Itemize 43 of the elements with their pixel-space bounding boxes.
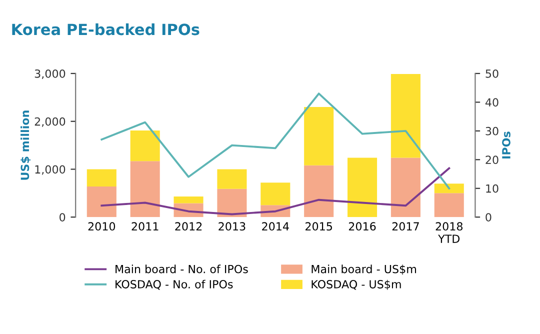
y-axis-title: US$ million xyxy=(20,110,31,180)
line-series xyxy=(100,167,450,216)
bar xyxy=(217,188,247,218)
y2-axis-title: IPOs xyxy=(502,132,510,158)
legend-label: KOSDAQ - US$m xyxy=(312,280,401,290)
y-tick-label: 1,000 xyxy=(35,165,66,175)
bar xyxy=(304,106,334,166)
y2-tick-label: 50 xyxy=(486,69,498,78)
x-tick-label: 2010 xyxy=(88,222,116,231)
bar xyxy=(434,193,464,218)
x-tick-label: 2013 xyxy=(218,222,246,231)
bar xyxy=(217,169,247,189)
bar xyxy=(130,161,160,218)
x-tick-label: 2018 YTD xyxy=(436,222,463,243)
y2-tick-label: 10 xyxy=(486,184,498,193)
x-tick-label: 2011 xyxy=(132,222,158,231)
y-tick-label: 3,000 xyxy=(34,69,66,79)
y-tick-label: 0 xyxy=(60,213,66,222)
legend-label: Main board - US$m xyxy=(312,264,416,275)
y2-tick-label: 30 xyxy=(486,126,498,136)
bar xyxy=(348,158,378,218)
x-tick-label: 2014 xyxy=(262,222,289,231)
bar xyxy=(390,158,420,218)
bar xyxy=(86,169,116,186)
bar xyxy=(86,186,116,218)
y2-tick-label: 40 xyxy=(485,98,498,107)
bar xyxy=(304,165,334,218)
x-tick-label: 2012 xyxy=(175,222,202,231)
legend-label: Main board - No. of IPOs xyxy=(116,264,248,274)
x-tick-label: 2016 xyxy=(348,222,376,231)
chart-title: Korea PE-backed IPOs xyxy=(12,23,200,36)
y2-tick-label: 20 xyxy=(486,156,498,164)
bar xyxy=(260,182,290,206)
legend-label: KOSDAQ - No. of IPOs xyxy=(116,280,233,290)
x-tick-label: 2017 xyxy=(392,222,419,231)
bar xyxy=(174,196,204,204)
line-series xyxy=(100,92,450,190)
y2-tick-label: 0 xyxy=(486,213,492,222)
bar xyxy=(390,74,420,158)
x-tick-label: 2015 xyxy=(306,222,332,231)
bar xyxy=(130,130,160,162)
y-tick-label: 2,000 xyxy=(34,117,66,127)
bar xyxy=(434,184,464,194)
